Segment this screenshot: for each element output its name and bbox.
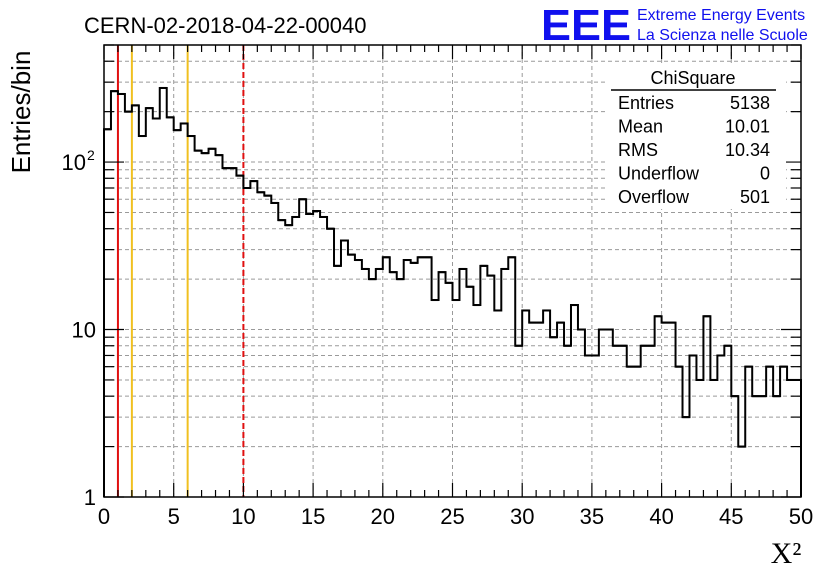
stats-title: ChiSquare bbox=[650, 68, 735, 88]
y-tick-label: 10 bbox=[72, 318, 96, 343]
axis-ticks bbox=[103, 44, 802, 498]
x-tick-label: 15 bbox=[301, 504, 325, 529]
x-tick-label: 35 bbox=[580, 504, 604, 529]
x-tick-label: 25 bbox=[440, 504, 464, 529]
y-tick-exponent: 2 bbox=[87, 147, 95, 163]
stats-row-value: 10.01 bbox=[725, 117, 770, 137]
y-tick-label: 1 bbox=[84, 485, 96, 510]
stats-row-value: 0 bbox=[760, 164, 770, 184]
stats-row-label: Underflow bbox=[618, 164, 700, 184]
chart-title: CERN-02-2018-04-22-00040 bbox=[84, 13, 367, 38]
stats-row-label: Entries bbox=[618, 93, 674, 113]
stats-box-background bbox=[608, 63, 786, 209]
x-tick-label: 10 bbox=[231, 504, 255, 529]
x-axis-label: X² bbox=[771, 537, 802, 570]
histogram-series bbox=[103, 86, 802, 497]
y-axis-label: Entries/bin bbox=[6, 51, 36, 174]
stats-row-value: 10.34 bbox=[725, 140, 770, 160]
x-tick-label: 20 bbox=[371, 504, 395, 529]
x-tick-labels: 0 5 10 15 20 25 30 35 40 45 50 bbox=[98, 504, 813, 529]
x-tick-label: 50 bbox=[789, 504, 813, 529]
stats-row-value: 501 bbox=[740, 187, 770, 207]
stats-row-label: Mean bbox=[618, 117, 663, 137]
plot-frame bbox=[103, 44, 802, 498]
stats-box: ChiSquare Entries 5138 Mean 10.01 RMS 10.34 Un… bbox=[608, 63, 786, 209]
x-tick-label: 0 bbox=[98, 504, 110, 529]
x-tick-label: 5 bbox=[168, 504, 180, 529]
y-tick-label: 10 bbox=[62, 150, 86, 175]
reference-lines bbox=[116, 45, 245, 497]
stats-row-value: 5138 bbox=[730, 93, 770, 113]
x-tick-label: 40 bbox=[649, 504, 673, 529]
logo-line-1: Extreme Energy Events bbox=[637, 7, 805, 24]
logo-line-2: La Scienza nelle Scuole bbox=[637, 27, 808, 44]
eee-logo: EEE Extreme Energy Events La Scienza nel… bbox=[541, 1, 808, 50]
stats-row-label: RMS bbox=[618, 140, 658, 160]
x-tick-label: 30 bbox=[510, 504, 534, 529]
stats-row-label: Overflow bbox=[618, 187, 690, 207]
stats-rows: Entries 5138 Mean 10.01 RMS 10.34 Underflow 0 Ov… bbox=[618, 93, 770, 207]
x-tick-label: 45 bbox=[719, 504, 743, 529]
logo-mark: EEE bbox=[541, 1, 631, 50]
